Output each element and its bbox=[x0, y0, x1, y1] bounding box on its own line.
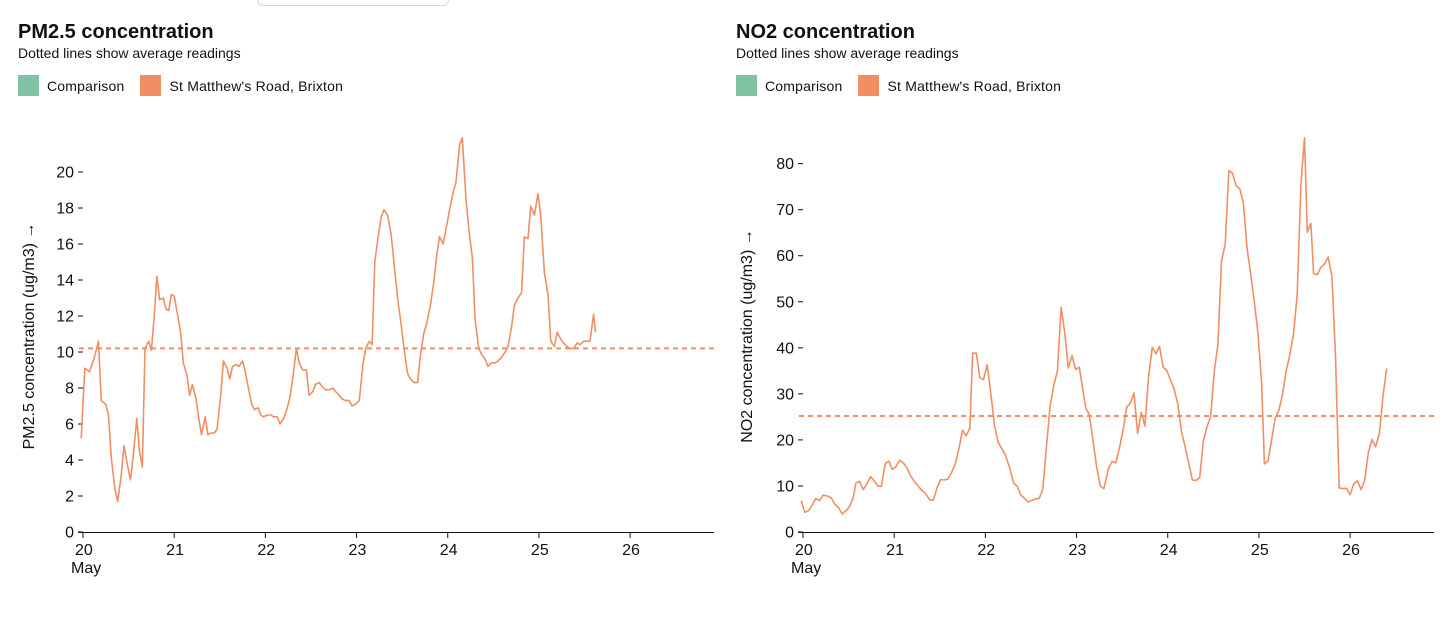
chart-legend: Comparison St Matthew's Road, Brixton bbox=[18, 75, 359, 96]
y-tick-label: 14 bbox=[56, 273, 74, 290]
x-tick-label: 20 bbox=[795, 542, 813, 559]
x-tick-label: 23 bbox=[1069, 542, 1087, 559]
x-tick-label: 21 bbox=[166, 542, 184, 559]
chart-legend: Comparison St Matthew's Road, Brixton bbox=[736, 75, 1077, 96]
y-tick-label: 2 bbox=[65, 489, 74, 506]
chart-title: PM2.5 concentration bbox=[18, 21, 214, 43]
y-tick-label: 10 bbox=[56, 345, 74, 362]
x-tick-label: 22 bbox=[257, 542, 275, 559]
legend-label: Comparison bbox=[47, 77, 125, 94]
legend-item-comparison[interactable]: Comparison bbox=[736, 75, 842, 96]
x-tick-label: 23 bbox=[349, 542, 367, 559]
y-tick-label: 20 bbox=[56, 165, 74, 182]
y-axis-label: NO2 concentration (ug/m3) → bbox=[739, 229, 756, 442]
y-tick-label: 30 bbox=[776, 386, 794, 403]
y-tick-label: 10 bbox=[776, 478, 794, 495]
chart-subtitle: Dotted lines show average readings bbox=[736, 45, 959, 61]
legend-label: Comparison bbox=[765, 77, 843, 94]
legend-swatch-comparison bbox=[736, 75, 757, 96]
x-tick-label: 26 bbox=[1342, 542, 1360, 559]
x-tick-label: 25 bbox=[531, 542, 549, 559]
y-tick-label: 12 bbox=[56, 309, 74, 326]
x-tick-label: 25 bbox=[1251, 542, 1269, 559]
legend-swatch-comparison bbox=[18, 75, 39, 96]
legend-label: St Matthew's Road, Brixton bbox=[169, 77, 344, 94]
pm25-chart-panel: PM2.5 concentration Dotted lines show av… bbox=[0, 0, 720, 618]
x-tick-label: 26 bbox=[622, 542, 640, 559]
legend-label: St Matthew's Road, Brixton bbox=[887, 77, 1062, 94]
x-tick-sublabel: May bbox=[791, 560, 821, 577]
legend-swatch-station bbox=[858, 75, 880, 96]
series-line-st-matthews-road bbox=[800, 137, 1388, 515]
y-tick-label: 8 bbox=[65, 381, 74, 398]
legend-item-comparison[interactable]: Comparison bbox=[18, 75, 124, 96]
x-tick-label: 21 bbox=[886, 542, 904, 559]
y-tick-label: 50 bbox=[776, 294, 794, 311]
y-tick-label: 16 bbox=[56, 237, 74, 254]
y-tick-label: 6 bbox=[65, 417, 74, 434]
y-axis-label: PM2.5 concentration (ug/m3) → bbox=[21, 223, 38, 450]
legend-item-station[interactable]: St Matthew's Road, Brixton bbox=[140, 75, 343, 96]
y-tick-label: 0 bbox=[785, 525, 794, 542]
series-line-st-matthews-road bbox=[80, 137, 597, 503]
y-tick-label: 60 bbox=[776, 248, 794, 265]
y-tick-label: 80 bbox=[776, 156, 794, 173]
chart-title: NO2 concentration bbox=[736, 21, 915, 43]
y-tick-label: 40 bbox=[776, 340, 794, 357]
x-tick-label: 20 bbox=[75, 542, 93, 559]
no2-chart-panel: NO2 concentration Dotted lines show aver… bbox=[718, 0, 1438, 618]
y-tick-label: 4 bbox=[65, 453, 74, 470]
legend-item-station[interactable]: St Matthew's Road, Brixton bbox=[858, 75, 1061, 96]
y-tick-label: 70 bbox=[776, 202, 794, 219]
x-tick-label: 22 bbox=[977, 542, 995, 559]
x-tick-label: 24 bbox=[1160, 542, 1178, 559]
x-tick-sublabel: May bbox=[71, 560, 101, 577]
x-tick-label: 24 bbox=[440, 542, 458, 559]
y-tick-label: 18 bbox=[56, 201, 74, 218]
y-tick-label: 0 bbox=[65, 525, 74, 542]
chart-subtitle: Dotted lines show average readings bbox=[18, 45, 241, 61]
legend-swatch-station bbox=[140, 75, 162, 96]
y-tick-label: 20 bbox=[776, 432, 794, 449]
